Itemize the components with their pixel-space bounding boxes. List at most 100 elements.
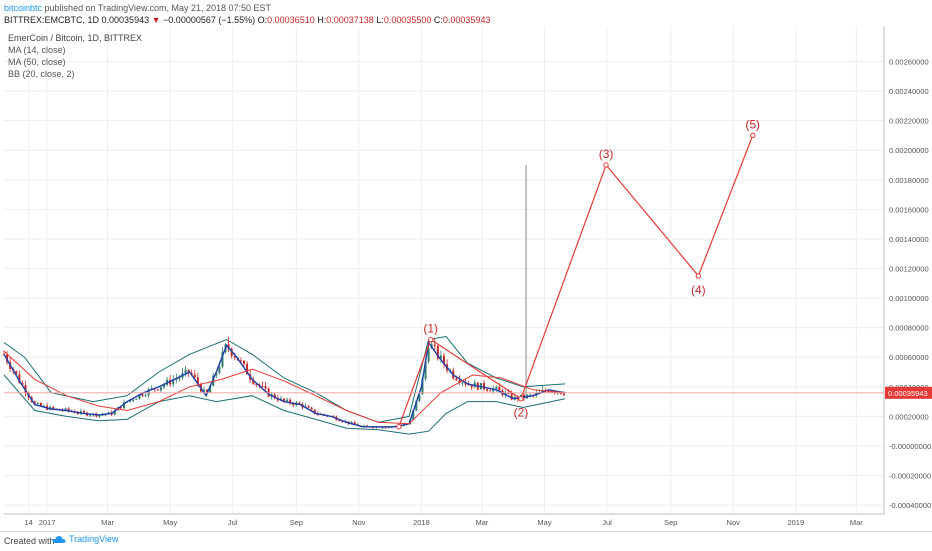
candle-body [233, 356, 236, 358]
y-tick-label: 0.00240000 [889, 87, 929, 96]
candle-body [39, 403, 42, 407]
wave-path [398, 135, 754, 428]
high-value: 0.00037138 [326, 15, 374, 25]
high-label: H: [317, 15, 327, 25]
candle-body [495, 386, 498, 389]
y-tick-label: -0.00000000 [889, 442, 931, 451]
candle-body [381, 427, 384, 429]
chart-header: bitcoinbtc published on TradingView.com,… [0, 0, 932, 26]
y-tick-label: 0.00100000 [889, 294, 929, 303]
y-tick-label: 0.00200000 [889, 146, 929, 155]
candle-body [563, 394, 565, 396]
candle-body [292, 403, 295, 406]
candle-body [15, 371, 18, 375]
y-tick-label: 0.00080000 [889, 324, 929, 333]
candle-body [412, 410, 415, 420]
candle-body [156, 389, 159, 391]
open-value: 0.00036510 [267, 15, 315, 25]
price-chart[interactable]: (1)(2)(3)(4)(5) 0.002600000.002400000.00… [0, 0, 932, 531]
candle-body [206, 389, 209, 393]
candle-body [221, 351, 224, 367]
y-tick-label: 0.00140000 [889, 235, 929, 244]
candle-body [313, 409, 316, 414]
candle-body [507, 392, 510, 394]
wave-pivot-label: (4) [691, 283, 706, 297]
candle-body [132, 399, 135, 401]
moving-averages [3, 340, 566, 428]
open-label: O: [257, 15, 268, 25]
published-text: published on TradingView.com, May 21, 20… [44, 3, 272, 13]
candle-body [227, 344, 230, 349]
y-tick-label: 0.00060000 [889, 353, 929, 362]
wave-pivot-point[interactable] [427, 336, 434, 343]
wave-pivot-label: (2) [514, 406, 529, 420]
candle-body [276, 398, 279, 401]
x-tick-label: Mar [101, 518, 114, 527]
last-price-badge [885, 386, 932, 399]
footer: Created with TradingView [0, 531, 932, 551]
y-tick-label: 0.00220000 [889, 117, 929, 126]
candle-body [187, 369, 190, 374]
tradingview-brand: TradingView [69, 534, 119, 544]
candle-body [203, 389, 205, 392]
wave-count-drawing[interactable]: (1) (2) (3) (4) (5) [396, 117, 760, 430]
x-tick-label: Mar [475, 518, 488, 527]
axes: 0.00260000 0.00240000 0.00220000 0.00200000… [4, 26, 932, 527]
low-value: 0.00035500 [383, 15, 432, 25]
candle-body [341, 421, 344, 423]
close-value: 0.00035943 [442, 15, 491, 25]
candle-body [147, 389, 150, 396]
candle-body [83, 411, 85, 413]
candle-body [135, 398, 138, 400]
author-link[interactable]: bitcoinbtc [4, 3, 43, 13]
candle-body [64, 408, 67, 411]
candle-body [150, 388, 153, 390]
candle-body [433, 344, 436, 347]
candle-body [21, 382, 24, 386]
bb-lower-line [3, 374, 566, 435]
candle-body [123, 402, 125, 409]
candle-body [372, 427, 375, 429]
tradingview-logo[interactable]: TradingView [52, 534, 119, 544]
candle-body [486, 389, 489, 391]
wave-pivot-point[interactable] [695, 273, 702, 279]
wave-pivot-label: (5) [745, 117, 760, 131]
candle-body [252, 379, 255, 385]
candle-body [144, 395, 147, 397]
x-tick-label: Jul [602, 518, 612, 527]
candle-body [36, 403, 39, 405]
y-tick-label: -0.00040000 [889, 501, 931, 510]
bb-upper-line [3, 335, 566, 423]
y-tick-label: 0.00260000 [889, 57, 929, 66]
legend-ma50: MA (50, close) [8, 57, 66, 67]
candle-body [427, 348, 430, 362]
candle-body [159, 387, 162, 391]
candle-body [353, 422, 356, 425]
candle-body [129, 400, 132, 402]
candle-body [436, 346, 439, 359]
candle-body [163, 384, 165, 388]
y-tick-label: 0.00020000 [889, 412, 929, 421]
candle-body [559, 392, 562, 395]
candle-body [310, 407, 313, 410]
y-tick-label: 0.00120000 [889, 265, 929, 274]
candle-body [483, 383, 485, 390]
candle-body [89, 415, 92, 417]
wave-pivot-point[interactable] [603, 162, 609, 168]
wave-pivot-point[interactable] [750, 132, 756, 139]
candle-body [141, 394, 144, 396]
candle-body [239, 360, 242, 362]
candle-body [384, 427, 387, 429]
x-tick-label: 2018 [413, 518, 430, 527]
candle-body [286, 399, 289, 402]
candle-body [458, 380, 461, 383]
candle-body [439, 355, 442, 359]
candle-body [307, 406, 310, 408]
candle-body [230, 348, 233, 357]
candle-body [283, 398, 285, 402]
wave-pivot-point[interactable] [396, 424, 402, 430]
last-price-badge-label: 0.00035943 [888, 389, 928, 398]
candle-body [489, 390, 492, 392]
bollinger-bands [3, 335, 566, 435]
wave-pivot-point[interactable] [518, 395, 524, 402]
